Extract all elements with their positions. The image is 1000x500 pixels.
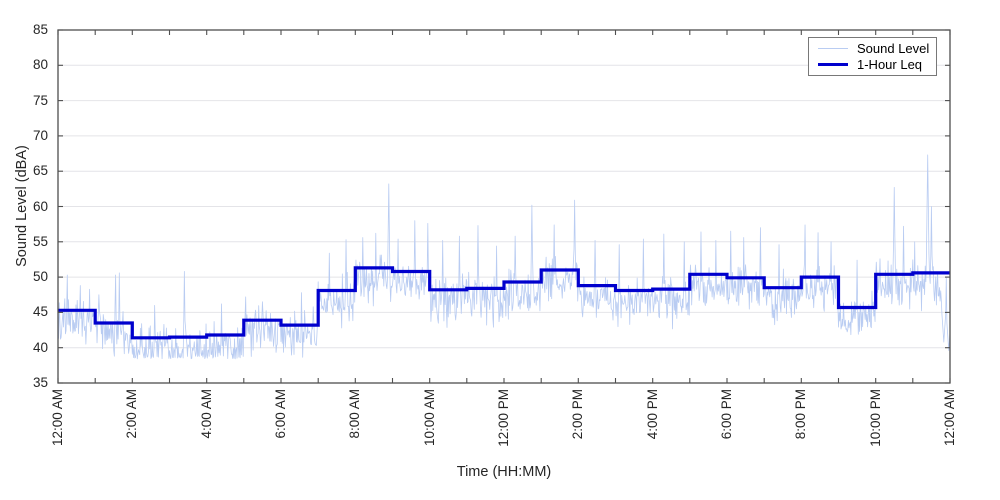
y-axis-title: Sound Level (dBA)	[14, 145, 30, 267]
sound-level-line-sample	[818, 47, 848, 50]
legend-label-leq: 1-Hour Leq	[857, 57, 923, 72]
legend-item-leq: 1-Hour Leq	[818, 57, 930, 72]
x-axis-title: Time (HH:MM)	[456, 464, 552, 480]
legend-label-sound-level: Sound Level	[857, 41, 930, 56]
legend: Sound Level 1-Hour Leq	[808, 37, 937, 76]
legend-item-sound-level: Sound Level	[818, 41, 930, 56]
leq-line-sample	[818, 62, 848, 67]
